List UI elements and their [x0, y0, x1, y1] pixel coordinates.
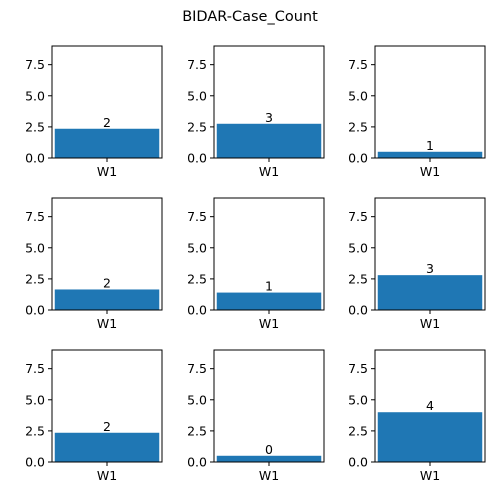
y-tick-label: 2.5 — [348, 119, 368, 134]
y-tick-label: 5.0 — [25, 392, 45, 407]
x-tick-label: W1 — [259, 316, 279, 331]
bar-data-label: 3 — [426, 261, 434, 276]
y-tick-label: 5.0 — [187, 88, 207, 103]
subplot-8: 0 0.0 2.5 5.0 7.5 W1 — [187, 349, 325, 483]
bar-data-label: 1 — [426, 138, 434, 153]
y-tick-label: 5.0 — [25, 240, 45, 255]
x-tick-label: W1 — [420, 316, 440, 331]
y-tick-label: 0.0 — [25, 455, 45, 470]
x-tick-label: W1 — [259, 468, 279, 483]
subplot-2: 3 0.0 2.5 5.0 7.5 W1 — [187, 45, 325, 179]
y-tick-label: 0.0 — [348, 455, 368, 470]
y-tick-label: 5.0 — [348, 240, 368, 255]
y-tick-label: 0.0 — [187, 151, 207, 166]
subplot-1: 2 0.0 2.5 5.0 7.5 W1 — [25, 45, 163, 179]
subplot-3: 1 0.0 2.5 5.0 7.5 W1 — [348, 45, 486, 179]
x-tick-label: W1 — [97, 164, 117, 179]
bar — [54, 432, 160, 462]
y-tick-label: 7.5 — [25, 361, 45, 376]
y-tick-label: 7.5 — [348, 57, 368, 72]
y-tick-label: 7.5 — [348, 361, 368, 376]
subplot-grid: 2 0.0 2.5 5.0 7.5 W1 3 0.0 2.5 5.0 7.5 W1 1 0.0 2.5 5.0… — [25, 45, 486, 483]
y-tick-label: 7.5 — [25, 57, 45, 72]
bar-data-label: 2 — [103, 419, 111, 434]
y-tick-label: 2.5 — [348, 423, 368, 438]
x-tick-label: W1 — [420, 164, 440, 179]
chart-title: BIDAR-Case_Count — [182, 9, 318, 25]
y-tick-label: 7.5 — [348, 209, 368, 224]
y-tick-label: 2.5 — [187, 423, 207, 438]
subplot-6: 3 0.0 2.5 5.0 7.5 W1 — [348, 197, 486, 331]
bar — [377, 275, 483, 310]
y-tick-label: 5.0 — [187, 240, 207, 255]
bar — [377, 412, 483, 462]
y-tick-label: 5.0 — [187, 392, 207, 407]
x-tick-label: W1 — [97, 468, 117, 483]
y-tick-label: 2.5 — [187, 119, 207, 134]
x-tick-label: W1 — [259, 164, 279, 179]
y-tick-label: 0.0 — [25, 151, 45, 166]
bar — [216, 455, 322, 462]
y-tick-label: 0.0 — [348, 303, 368, 318]
y-tick-label: 2.5 — [25, 119, 45, 134]
subplot-4: 2 0.0 2.5 5.0 7.5 W1 — [25, 197, 163, 331]
bar — [216, 292, 322, 310]
bar-data-label: 2 — [103, 275, 111, 290]
bar — [54, 289, 160, 310]
y-tick-label: 2.5 — [25, 423, 45, 438]
y-tick-label: 0.0 — [187, 455, 207, 470]
y-tick-label: 7.5 — [187, 57, 207, 72]
y-tick-label: 2.5 — [187, 271, 207, 286]
subplot-7: 2 0.0 2.5 5.0 7.5 W1 — [25, 349, 163, 483]
bar-data-label: 3 — [265, 110, 273, 125]
y-tick-label: 5.0 — [348, 88, 368, 103]
x-tick-label: W1 — [420, 468, 440, 483]
bar — [54, 128, 160, 158]
y-tick-label: 5.0 — [25, 88, 45, 103]
bar — [377, 151, 483, 158]
x-tick-label: W1 — [97, 316, 117, 331]
subplot-9: 4 0.0 2.5 5.0 7.5 W1 — [348, 349, 486, 483]
bar-data-label: 0 — [265, 442, 273, 457]
y-tick-label: 0.0 — [187, 303, 207, 318]
y-tick-label: 2.5 — [348, 271, 368, 286]
y-tick-label: 5.0 — [348, 392, 368, 407]
bar — [216, 123, 322, 158]
bar-data-label: 4 — [426, 398, 434, 413]
y-tick-label: 7.5 — [25, 209, 45, 224]
y-tick-label: 0.0 — [25, 303, 45, 318]
y-tick-label: 0.0 — [348, 151, 368, 166]
y-tick-label: 2.5 — [25, 271, 45, 286]
bar-data-label: 2 — [103, 115, 111, 130]
y-tick-label: 7.5 — [187, 361, 207, 376]
bar-data-label: 1 — [265, 279, 273, 294]
subplot-5: 1 0.0 2.5 5.0 7.5 W1 — [187, 197, 325, 331]
y-tick-label: 7.5 — [187, 209, 207, 224]
